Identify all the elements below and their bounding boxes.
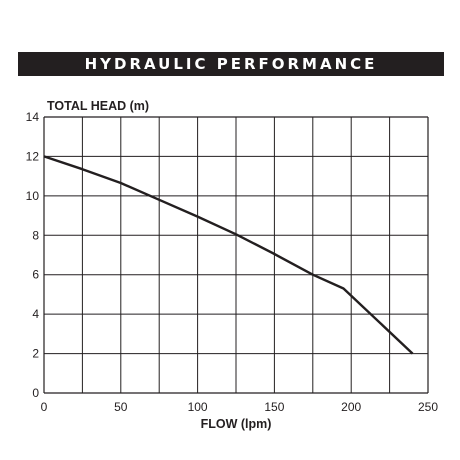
x-tick-label: 50 [114, 400, 128, 414]
x-axis-label: FLOW (lpm) [201, 417, 272, 431]
x-tick-label: 250 [418, 400, 438, 414]
y-tick-label: 6 [32, 268, 39, 282]
x-tick-label: 200 [341, 400, 361, 414]
x-tick-labels: 0 50 100 150 200 250 [41, 400, 439, 414]
y-axis-label: TOTAL HEAD (m) [47, 99, 149, 113]
y-tick-label: 2 [32, 347, 39, 361]
chart-title: HYDRAULIC PERFORMANCE [84, 55, 378, 73]
x-tick-label: 150 [264, 400, 284, 414]
x-tick-label: 0 [41, 400, 48, 414]
y-tick-label: 14 [26, 110, 40, 124]
x-tick-label: 100 [188, 400, 208, 414]
y-tick-label: 4 [32, 307, 39, 321]
y-tick-label: 0 [32, 386, 39, 400]
y-tick-label: 8 [32, 228, 39, 242]
y-tick-labels: 0 2 4 6 8 10 12 14 [26, 110, 40, 400]
y-tick-label: 10 [26, 189, 40, 203]
series-line-head-curve [43, 155, 414, 355]
chart-title-banner: HYDRAULIC PERFORMANCE [18, 52, 444, 76]
grid [43, 116, 429, 394]
y-tick-label: 12 [26, 149, 40, 163]
